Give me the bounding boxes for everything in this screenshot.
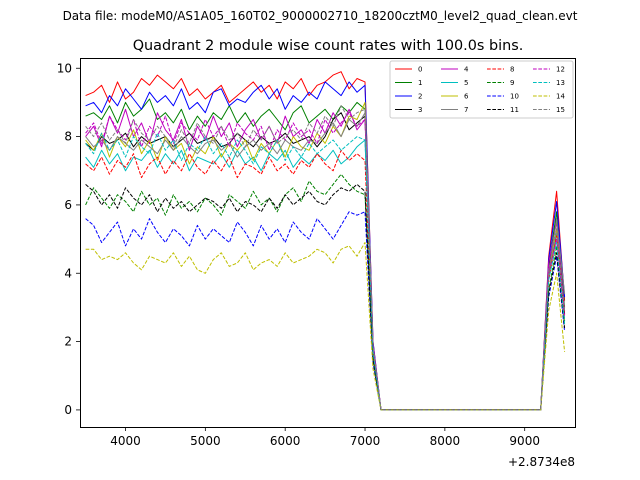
series-line-2 [85, 81, 566, 411]
legend-label-0: 0 [418, 66, 422, 74]
suptitle: Data file: modeM0/AS1A05_160T02_90000027… [63, 9, 578, 23]
legend-label-8: 8 [510, 66, 514, 74]
series-line-8 [85, 149, 566, 411]
series-line-5 [85, 139, 566, 411]
y-tick-label: 8 [64, 130, 72, 144]
legend-label-4: 4 [464, 66, 469, 74]
y-axis: 0 2 4 6 8 10 [57, 61, 80, 417]
series-layer [85, 71, 566, 411]
legend-label-1: 1 [418, 79, 422, 87]
legend-label-10: 10 [510, 93, 519, 101]
legend-label-5: 5 [464, 79, 468, 87]
series-line-15 [85, 105, 566, 411]
y-tick-label: 2 [64, 335, 72, 349]
legend-label-14: 14 [556, 93, 565, 101]
series-line-13 [85, 132, 566, 411]
series-line-11 [85, 183, 566, 411]
x-tick-label: 4000 [110, 434, 141, 448]
x-axis: 4000 5000 6000 7000 8000 9000 [110, 427, 540, 448]
legend-label-3: 3 [418, 106, 422, 114]
series-line-1 [85, 98, 566, 411]
x-tick-label: 5000 [190, 434, 221, 448]
legend-label-12: 12 [556, 66, 565, 74]
legend-label-9: 9 [510, 79, 514, 87]
x-tick-label: 7000 [350, 434, 381, 448]
series-line-9 [85, 173, 566, 411]
y-tick-label: 10 [57, 61, 72, 75]
legend-label-2: 2 [418, 93, 422, 101]
y-tick-label: 0 [64, 403, 72, 417]
series-line-10 [85, 211, 566, 411]
legend-label-7: 7 [464, 106, 468, 114]
x-offset-label: +2.8734e8 [508, 455, 575, 469]
series-line-0 [85, 71, 566, 411]
legend-label-6: 6 [464, 93, 469, 101]
x-tick-label: 9000 [509, 434, 540, 448]
series-line-6 [85, 101, 566, 411]
legend-label-15: 15 [556, 106, 565, 114]
legend-box [389, 60, 574, 119]
plot-frame [80, 58, 576, 428]
legend-label-11: 11 [510, 106, 519, 114]
y-tick-label: 6 [64, 198, 72, 212]
x-tick-label: 6000 [270, 434, 301, 448]
chart-title: Quadrant 2 module wise count rates with … [133, 38, 524, 54]
x-tick-label: 8000 [430, 434, 461, 448]
legend-label-13: 13 [556, 79, 565, 87]
series-line-14 [85, 242, 566, 411]
y-tick-label: 4 [64, 266, 72, 280]
